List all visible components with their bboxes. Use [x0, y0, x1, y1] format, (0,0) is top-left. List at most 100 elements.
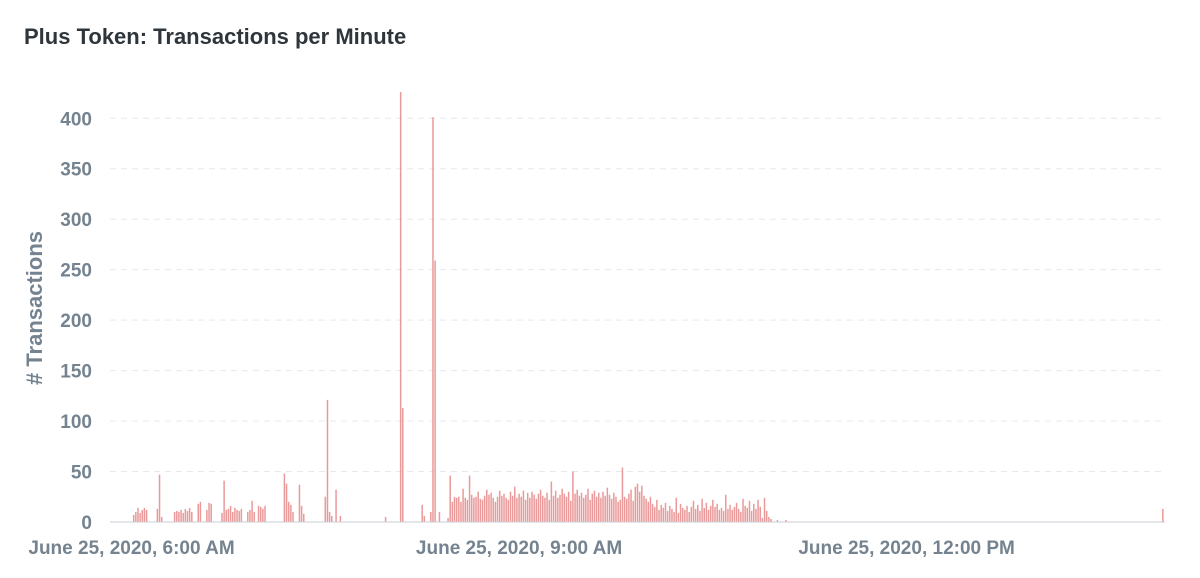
bar	[712, 499, 714, 522]
bar	[707, 509, 710, 522]
bar	[641, 485, 643, 522]
bar	[714, 506, 716, 522]
bar	[619, 499, 622, 522]
bar	[578, 495, 581, 522]
bar	[178, 511, 180, 522]
bar	[688, 511, 690, 522]
bar	[516, 497, 518, 522]
x-tick-label: June 25, 2020, 12:00 PM	[798, 538, 1015, 559]
bar	[718, 509, 721, 522]
bar	[643, 495, 645, 522]
y-tick-label: 50	[71, 463, 92, 484]
bar	[651, 503, 654, 522]
bar	[432, 117, 434, 523]
bar	[647, 501, 650, 522]
chart-title: Plus Token: Transactions per Minute	[24, 24, 407, 49]
bar	[1162, 508, 1164, 522]
bar	[259, 506, 262, 522]
bar	[544, 497, 546, 522]
bar	[709, 505, 712, 522]
bar	[686, 505, 688, 522]
bar	[505, 497, 507, 522]
bar	[604, 495, 606, 522]
bar	[567, 491, 570, 522]
bar	[565, 496, 568, 522]
bar	[182, 512, 184, 522]
bar	[186, 510, 189, 522]
y-tick-label: 250	[60, 261, 92, 282]
bar	[533, 494, 535, 522]
bar	[208, 502, 210, 522]
bar	[531, 491, 533, 522]
bar	[677, 512, 680, 522]
bar	[613, 492, 615, 522]
bar	[563, 493, 566, 522]
bar	[509, 491, 512, 522]
bar	[669, 505, 671, 522]
bar	[699, 510, 701, 522]
bar	[729, 504, 731, 522]
bar	[716, 503, 718, 522]
bar	[632, 500, 634, 522]
bar	[197, 503, 200, 522]
bar	[458, 496, 460, 522]
bar	[229, 505, 232, 522]
bar	[438, 511, 441, 522]
y-tick-label: 150	[60, 362, 92, 383]
bar	[576, 489, 578, 522]
bar	[145, 509, 148, 522]
bar	[785, 519, 787, 522]
bar	[690, 506, 693, 522]
bar	[572, 471, 574, 522]
x-axis-ticks: June 25, 2020, 6:00 AM June 25, 2020, 9:0…	[28, 538, 1015, 559]
bar	[694, 508, 697, 522]
bar	[727, 508, 729, 522]
bar	[253, 511, 256, 522]
bar	[328, 511, 331, 522]
bar	[331, 515, 333, 522]
bar	[582, 497, 585, 522]
bar	[539, 489, 542, 522]
bar	[262, 508, 264, 522]
bar	[481, 499, 484, 522]
y-tick-label: 300	[60, 210, 92, 231]
bar	[511, 495, 514, 522]
bar	[324, 496, 327, 522]
bar	[653, 506, 656, 522]
bar	[649, 496, 652, 522]
bar	[158, 474, 161, 522]
y-tick-label: 0	[81, 513, 92, 534]
bar	[490, 492, 492, 522]
bar	[188, 507, 191, 522]
y-axis-label: # Transactions	[22, 231, 47, 385]
bar	[199, 501, 202, 522]
bar	[705, 502, 708, 522]
bar	[722, 510, 725, 522]
bar	[221, 512, 223, 522]
bar	[703, 507, 705, 522]
bar	[753, 503, 755, 522]
bar	[132, 514, 135, 522]
bar	[630, 489, 632, 522]
bar	[135, 511, 137, 522]
bar	[675, 497, 678, 522]
bar	[285, 483, 288, 522]
bar	[636, 483, 639, 522]
bar	[303, 513, 305, 522]
bar	[725, 494, 727, 522]
bar	[335, 489, 337, 522]
bars	[132, 92, 1164, 523]
bar	[141, 509, 144, 522]
bar	[529, 497, 531, 522]
bar	[542, 495, 544, 522]
bar	[585, 494, 587, 522]
bar	[460, 501, 462, 522]
y-tick-label: 100	[60, 412, 92, 433]
bar	[535, 498, 538, 522]
bar	[684, 509, 686, 522]
bar	[477, 491, 479, 522]
bar	[692, 500, 695, 522]
bar	[156, 508, 159, 522]
bar	[761, 517, 764, 522]
